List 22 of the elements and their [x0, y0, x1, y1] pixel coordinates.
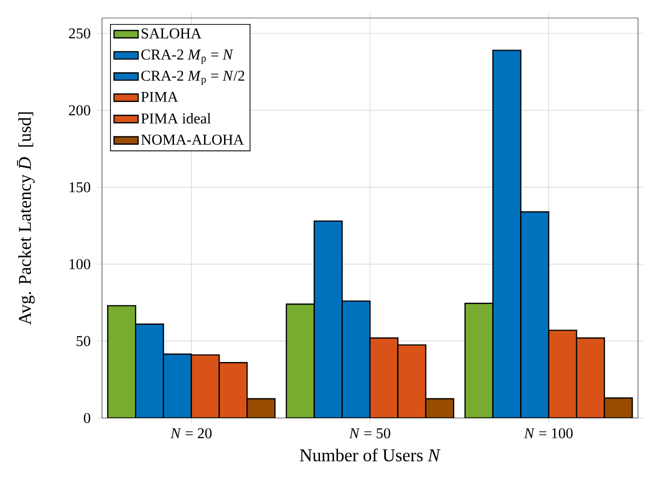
- x-tick-label: N = 50: [349, 428, 390, 438]
- y-axis-title: Avg. Packet Latency D̄ [usd]: [17, 112, 35, 325]
- legend-label: PIMA: [141, 92, 178, 102]
- legend-label: SALOHA: [142, 28, 202, 38]
- bar: [108, 306, 136, 418]
- y-tick-label: 0: [84, 412, 90, 424]
- y-tick-label: 50: [76, 336, 90, 346]
- bar: [464, 302, 494, 418]
- x-axis-title: Number of Users N: [300, 448, 441, 462]
- x-tick-label: N = 20: [170, 428, 212, 438]
- legend-label: PIMA ideal: [141, 113, 211, 124]
- y-tick-label: 250: [68, 28, 90, 38]
- legend-label: CRA-2 M$_{p}$ = N/2: [141, 70, 244, 86]
- bar: [286, 304, 314, 418]
- legend-label: NOMA-ALOHA: [141, 134, 244, 145]
- bar: [604, 397, 633, 418]
- y-tick-label: 100: [70, 259, 90, 270]
- x-tick-label: N = 100: [524, 428, 573, 438]
- y-tick-label: 200: [68, 105, 90, 116]
- bar: [247, 398, 275, 418]
- y-tick-label: 150: [70, 182, 90, 192]
- legend-label: CRA-2 M$_{p}$ = N: [141, 50, 234, 64]
